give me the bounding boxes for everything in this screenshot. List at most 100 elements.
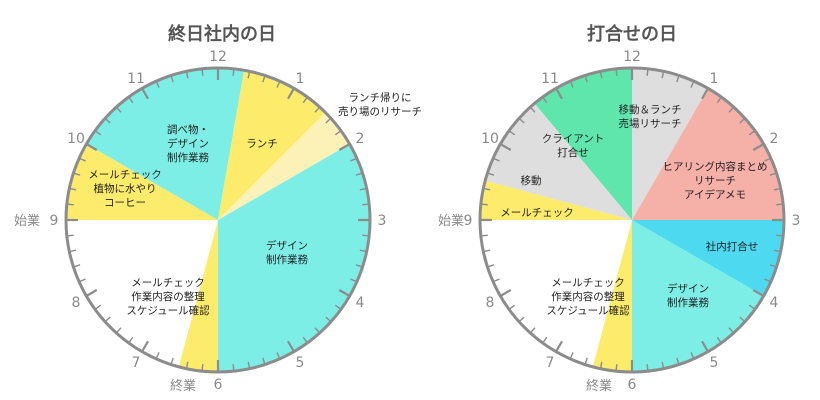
segment-label-design: デザイン制作業務 [266,239,308,266]
minute-tick [483,187,491,191]
minute-tick [69,249,77,253]
minute-tick [776,234,784,237]
segment-label-mail: メールチェック [500,207,574,219]
segment-label-client: クライアント打合せ [542,133,605,159]
segment-label-line: 売り場のリサーチ [338,105,422,118]
minute-tick [155,352,160,360]
minute-tick [728,327,735,334]
segment-label-lunch: ランチ [246,138,278,150]
minute-tick [355,264,363,268]
segment-lunch-return [218,112,350,220]
segment-client [534,68,632,220]
hour-numeral: 1 [296,71,305,87]
minute-tick [262,75,266,83]
segment-label-line: アイデアメモ [684,188,746,201]
segment-free [480,220,632,367]
minute-tick [542,336,548,344]
minute-tick [362,234,370,237]
segment-label-line: ヒアリング内容まとめ [663,160,768,173]
minute-tick [739,117,746,124]
minute-tick [73,172,81,176]
hour-numeral: 6 [214,377,223,393]
segment-label-move-lunch: 移動＆ランチ売場リサーチ [619,103,682,130]
hour-tick [85,143,98,151]
minute-tick [314,106,321,113]
minute-tick [764,278,772,283]
segment-label-lunch-return: ランチ帰りに売り場のリサーチ [338,91,422,118]
segment-label-hearing: ヒアリング内容まとめリサーチアイデアメモ [663,160,768,201]
minute-tick [355,172,363,176]
minute-tick [104,117,111,124]
minute-tick [232,68,235,76]
minute-tick [201,68,204,76]
clock-meeting-day: 打合せの日 クライアント打合せ移動＆ランチ売場リサーチヒアリング内容まとめリサー… [438,23,800,394]
segment-label-line: デザイン [266,239,308,252]
minute-tick [362,203,370,206]
minute-tick [529,106,536,113]
segment-label-line: 打合せ [557,146,589,159]
end-label: 終業 [170,378,196,394]
hour-numeral: 10 [481,131,499,147]
segment-label-line: 作業内容の整理 [131,290,205,303]
minute-tick [73,264,81,268]
hour-tick [85,289,98,297]
segment-label-line: メールチェック [551,277,625,289]
segment-label-line: 移動 [521,174,542,187]
segment-label-free: メールチェック作業内容の整理スケジュール確認 [126,277,210,317]
segment-label-line: スケジュール確認 [546,304,630,317]
minute-tick [518,117,525,124]
minute-tick [170,357,174,365]
hour-numeral: 8 [72,295,81,311]
minute-tick [480,234,488,237]
hour-tick [701,87,709,100]
hour-numeral: 11 [127,71,145,87]
hour-numeral: 10 [67,131,85,147]
start-label: 始業 [438,213,464,229]
segment-wrapup [592,220,632,372]
minute-tick [314,327,321,334]
minute-tick [232,364,235,372]
minute-tick [128,336,134,344]
minute-tick [350,157,358,162]
hour-numeral: 4 [770,295,779,311]
minute-tick [66,203,74,206]
hour-tick [701,340,709,353]
minute-tick [104,316,111,323]
segment-free [66,220,218,367]
segment-label-line: コーヒー [104,197,146,209]
segment-label-move: 移動 [521,174,542,187]
hour-tick [555,340,563,353]
hour-numeral: 9 [464,213,473,229]
minute-tick [776,203,784,206]
segment-label-line: 植物に水やり [94,182,157,195]
minute-tick [94,130,102,136]
minute-tick [359,187,367,191]
minute-tick [185,71,189,79]
minute-tick [716,96,722,104]
end-label: 終業 [586,378,612,394]
minute-tick [518,316,525,323]
clock-title: 終日社内の日 [168,23,276,45]
clock-ticks [64,66,372,374]
segment-label-research: 調べ物・デザイン制作業務 [167,123,209,164]
segment-label-line: 移動＆ランチ [619,103,682,116]
segment-morning [66,144,218,220]
minute-tick [508,304,516,310]
hour-tick [555,87,563,100]
minute-tick [690,352,695,360]
minute-tick [94,304,102,310]
minute-tick [676,357,680,365]
minute-tick [529,327,536,334]
hour-tick [338,143,351,151]
minute-tick [487,172,495,176]
clock-segment-labels: クライアント打合せ移動＆ランチ売場リサーチヒアリング内容まとめリサーチアイデアメ… [500,103,767,317]
minute-tick [247,71,251,79]
segment-label-line: 制作業務 [167,151,209,164]
hour-tick [499,143,512,151]
segment-label-line: メールチェック [131,277,205,289]
minute-tick [646,68,649,76]
minute-tick [69,187,77,191]
clock-segments [66,67,371,373]
minute-tick [350,278,358,283]
